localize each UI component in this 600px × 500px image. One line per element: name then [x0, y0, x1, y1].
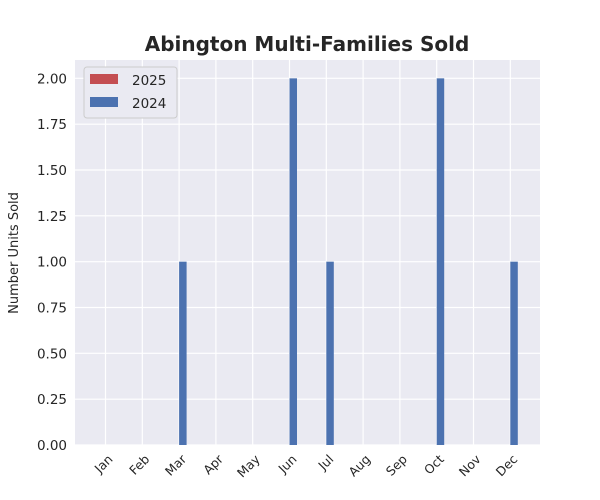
legend-swatch-2024 — [90, 97, 118, 107]
y-axis-label: Number Units Sold — [7, 192, 22, 314]
y-tick-label: 0.50 — [37, 346, 67, 362]
y-tick-label: 0.25 — [37, 392, 67, 408]
x-tick-label: Dec — [493, 451, 521, 479]
x-tick-label: Jul — [314, 452, 336, 474]
y-axis: 0.00 0.25 0.50 0.75 1.00 1.25 1.50 1.75 2.00 — [37, 71, 67, 454]
bars — [179, 78, 518, 445]
y-tick-label: 1.50 — [37, 163, 67, 179]
x-tick-label: Aug — [345, 452, 373, 480]
y-tick-label: 0.00 — [37, 438, 67, 454]
x-tick-label: Jun — [274, 452, 299, 477]
x-tick-label: Mar — [162, 451, 190, 479]
x-tick-label: Nov — [456, 451, 484, 479]
chart-title: Abington Multi-Families Sold — [145, 32, 470, 56]
y-tick-label: 1.25 — [37, 209, 67, 225]
x-tick-label: May — [234, 451, 263, 480]
x-tick-label: Apr — [200, 451, 227, 478]
x-axis: Jan Feb Mar Apr May Jun Jul Aug Sep Oct Nov Dec — [91, 451, 521, 480]
bar-2024-jul — [326, 261, 334, 445]
y-tick-label: 0.75 — [37, 301, 67, 317]
x-tick-label: Jan — [91, 452, 116, 477]
x-tick-label: Sep — [383, 451, 410, 478]
legend-label-2024: 2024 — [132, 96, 166, 112]
bar-2024-mar — [179, 261, 187, 445]
y-tick-label: 2.00 — [37, 71, 67, 87]
bar-2024-dec — [510, 261, 518, 445]
legend-swatch-2025 — [90, 74, 118, 84]
legend-label-2025: 2025 — [132, 73, 166, 89]
bar-2024-jun — [289, 78, 297, 445]
y-tick-label: 1.00 — [37, 255, 67, 271]
x-tick-label: Oct — [421, 451, 447, 477]
bar-2024-oct — [436, 78, 445, 445]
x-tick-label: Feb — [126, 451, 152, 477]
y-tick-label: 1.75 — [37, 117, 67, 133]
legend: 2025 2024 — [83, 66, 178, 119]
